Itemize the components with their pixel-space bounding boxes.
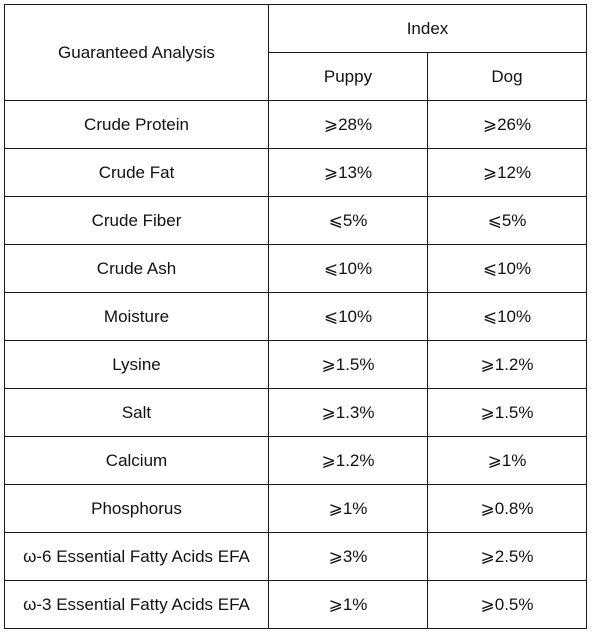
table-body: Guaranteed Analysis Index Puppy Dog Crud…	[4, 4, 587, 629]
table-row: Calcium ⩾1.2% ⩾1%	[4, 436, 587, 485]
guaranteed-analysis-header: Guaranteed Analysis	[4, 4, 269, 101]
puppy-value: ⩾1.3%	[268, 388, 428, 437]
table-row: ω-3 Essential Fatty Acids EFA ⩾1% ⩾0.5%	[4, 580, 587, 629]
puppy-value: ⩽10%	[268, 292, 428, 341]
nutrient-name: Crude Fat	[4, 148, 269, 197]
dog-value: ⩽10%	[427, 292, 587, 341]
puppy-value: ⩽10%	[268, 244, 428, 293]
puppy-column-header: Puppy	[268, 52, 428, 101]
header-row: Guaranteed Analysis Index	[4, 4, 587, 101]
nutrient-name: Lysine	[4, 340, 269, 389]
puppy-value: ⩾1%	[268, 484, 428, 533]
puppy-value: ⩾1.5%	[268, 340, 428, 389]
dog-value: ⩾1.5%	[427, 388, 587, 437]
puppy-value: ⩽5%	[268, 196, 428, 245]
table-row: Crude Ash ⩽10% ⩽10%	[4, 244, 587, 293]
table-row: Phosphorus ⩾1% ⩾0.8%	[4, 484, 587, 533]
dog-value: ⩽5%	[427, 196, 587, 245]
table-row: ω-6 Essential Fatty Acids EFA ⩾3% ⩾2.5%	[4, 532, 587, 581]
subheader-row: Puppy Dog	[5, 52, 587, 101]
nutrient-name: Phosphorus	[4, 484, 269, 533]
nutrient-name: Crude Ash	[4, 244, 269, 293]
table-row: Crude Fiber ⩽5% ⩽5%	[4, 196, 587, 245]
dog-column-header: Dog	[427, 52, 587, 101]
nutrient-name: Salt	[4, 388, 269, 437]
table-row: Moisture ⩽10% ⩽10%	[4, 292, 587, 341]
puppy-value: ⩾3%	[268, 532, 428, 581]
dog-value: ⩽10%	[427, 244, 587, 293]
dog-value: ⩾1%	[427, 436, 587, 485]
table-row: Crude Fat ⩾13% ⩾12%	[4, 148, 587, 197]
nutrient-name: ω-3 Essential Fatty Acids EFA	[4, 580, 269, 629]
dog-value: ⩾1.2%	[427, 340, 587, 389]
puppy-value: ⩾1.2%	[268, 436, 428, 485]
dog-value: ⩾26%	[427, 100, 587, 149]
table-row: Lysine ⩾1.5% ⩾1.2%	[4, 340, 587, 389]
guaranteed-analysis-table: Guaranteed Analysis Index Puppy Dog Crud…	[4, 4, 587, 629]
puppy-value: ⩾28%	[268, 100, 428, 149]
nutrient-name: Calcium	[4, 436, 269, 485]
nutrient-name: ω-6 Essential Fatty Acids EFA	[4, 532, 269, 581]
puppy-value: ⩾1%	[268, 580, 428, 629]
dog-value: ⩾0.5%	[427, 580, 587, 629]
nutrient-name: Moisture	[4, 292, 269, 341]
puppy-value: ⩾13%	[268, 148, 428, 197]
nutrient-name: Crude Fiber	[4, 196, 269, 245]
table-row: Crude Protein ⩾28% ⩾26%	[4, 100, 587, 149]
dog-value: ⩾2.5%	[427, 532, 587, 581]
index-header: Index	[268, 4, 587, 53]
table-row: Salt ⩾1.3% ⩾1.5%	[4, 388, 587, 437]
dog-value: ⩾12%	[427, 148, 587, 197]
dog-value: ⩾0.8%	[427, 484, 587, 533]
nutrient-name: Crude Protein	[4, 100, 269, 149]
